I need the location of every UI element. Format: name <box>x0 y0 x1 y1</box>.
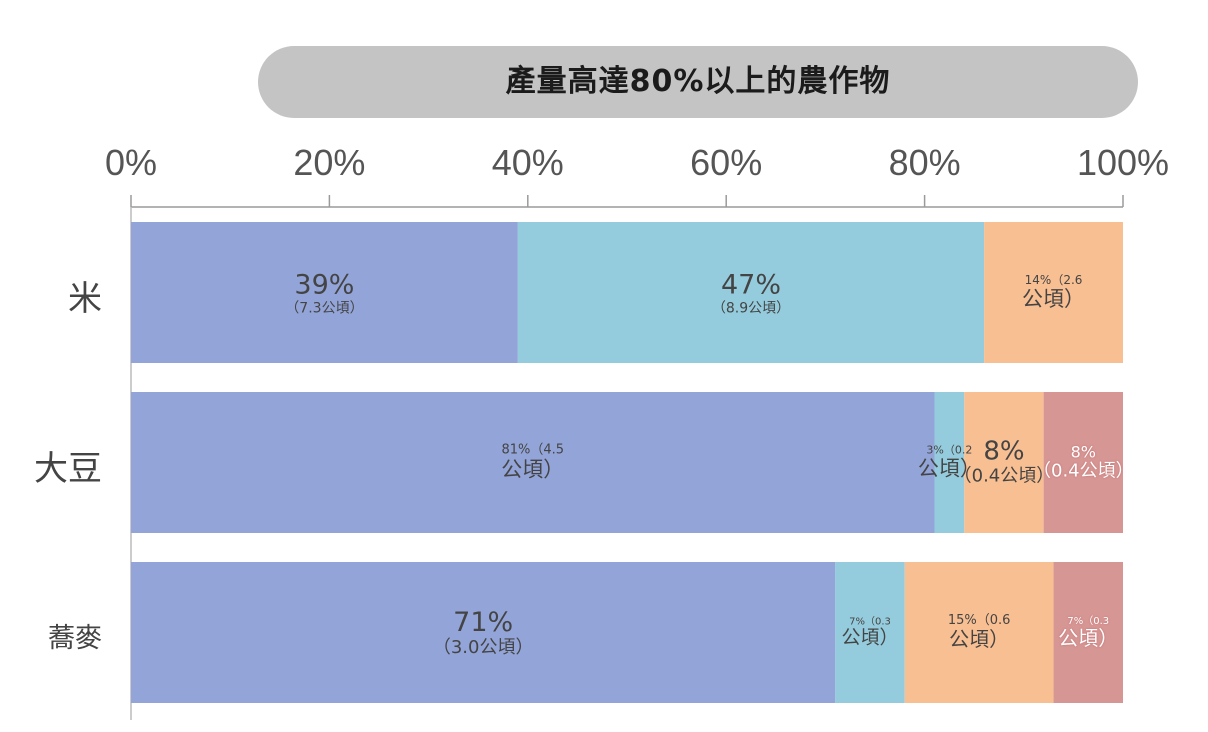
data-label: 8% （0.4公頃） <box>1032 441 1134 482</box>
category-label: 大豆 <box>34 449 102 490</box>
data-label-area: 公頃） <box>501 457 565 482</box>
data-label-percent: 39% <box>294 268 355 300</box>
data-label: 39% （7.3公頃） <box>285 269 363 316</box>
data-label-area: （0.4公頃） <box>953 466 1055 488</box>
data-label-area: 公頃） <box>917 456 981 481</box>
data-label-area: （0.4公頃） <box>1032 460 1134 482</box>
data-label-area: 公頃） <box>1058 625 1119 650</box>
data-label-percent: 71% <box>453 606 514 638</box>
data-label: 3%（0.2 公頃） <box>917 443 981 481</box>
data-label-area: 公頃） <box>841 626 899 649</box>
data-label: 8% （0.4公頃） <box>953 436 1055 488</box>
data-label-area: （3.0公頃） <box>432 636 534 658</box>
bar-segment <box>131 562 836 703</box>
data-label-percent: 47% <box>720 268 782 300</box>
data-label: 7%（0.3 公頃） <box>842 616 899 649</box>
data-label: 7%（0.3 公頃） <box>1058 615 1118 650</box>
x-tick-label: 80% <box>888 142 961 183</box>
category-label: 米 <box>68 279 102 320</box>
data-label-percent: 14%（2.6 <box>1024 272 1083 287</box>
chart-title-background <box>258 46 1138 118</box>
bar-segment <box>934 392 965 533</box>
bar-segment <box>984 222 1123 363</box>
bar-segment <box>517 222 985 363</box>
data-label-percent: 8% <box>1070 441 1097 461</box>
data-label: 15%（0.6 公頃） <box>947 612 1011 652</box>
bar-segment <box>131 392 935 533</box>
bar-segment <box>1043 392 1123 533</box>
data-label-percent: 8% <box>983 436 1025 467</box>
x-tick-label: 20% <box>293 142 366 183</box>
data-label-area: （8.9公頃） <box>711 299 791 316</box>
category-label: 蕎麥 <box>48 622 102 654</box>
data-label: 71% （3.0公頃） <box>433 607 534 659</box>
data-label-area: 公頃） <box>949 627 1010 652</box>
x-tick-label: 0% <box>104 142 158 183</box>
bar-segment <box>835 562 905 703</box>
data-label: 81%（4.5 公頃） <box>501 441 565 482</box>
chart-title: 產量高達80%以上的農作物 <box>505 64 891 99</box>
data-label-area: 公頃） <box>1022 287 1086 312</box>
bar-segment <box>964 392 1044 533</box>
data-label-percent: 81%（4.5 <box>501 441 565 457</box>
data-label-area: （7.3公頃） <box>285 299 364 316</box>
bar-segment <box>131 222 518 363</box>
data-label: 47% （8.9公頃） <box>712 269 790 316</box>
x-tick-label: 40% <box>491 142 564 183</box>
data-label: 14%（2.6 公頃） <box>1022 272 1086 312</box>
data-label-percent: 7%（0.3 <box>849 615 891 627</box>
bar-segment <box>1053 562 1123 703</box>
data-label-percent: 7%（0.3 <box>1067 615 1110 627</box>
x-tick-label: 60% <box>690 142 763 183</box>
bar-segment <box>904 562 1054 703</box>
x-tick-label: 100% <box>1076 142 1170 183</box>
data-label-percent: 15%（0.6 <box>947 612 1011 628</box>
data-label-percent: 3%（0.2 <box>926 443 973 457</box>
